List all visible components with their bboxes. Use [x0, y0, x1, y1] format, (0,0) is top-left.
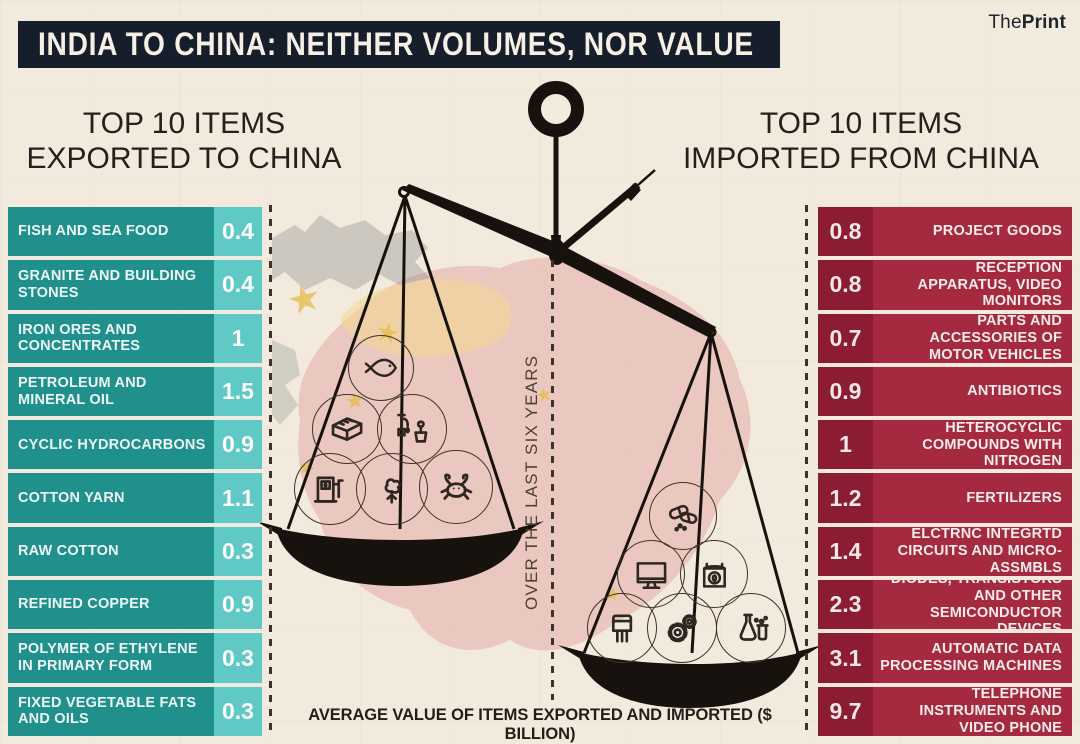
import-item-label: ELCTRNC INTEGRTD CIRCUITS AND MICRO-ASSM…: [873, 526, 1072, 577]
export-item-label: CYCLIC HYDROCARBONS: [8, 420, 214, 470]
crab-icon: [419, 450, 493, 524]
import-item-value: 0.8: [818, 207, 873, 257]
export-item-label: COTTON YARN: [8, 473, 214, 523]
import-item-label: HETEROCYCLIC COMPOUNDS WITH NITROGEN: [873, 420, 1072, 470]
export-item-value: 0.4: [214, 260, 262, 310]
import-item-label: RECEPTION APPARATUS, VIDEO MONITORS: [873, 260, 1072, 310]
page-title: INDIA TO CHINA: NEITHER VOLUMES, NOR VAL…: [38, 26, 754, 62]
import-item-label: PARTS AND ACCESSORIES OF MOTOR VEHICLES: [873, 313, 1072, 363]
import-item-value: 1.2: [818, 473, 873, 523]
fish-icon: [348, 335, 414, 401]
table-row: 0.9 ANTIBIOTICS: [818, 366, 1072, 417]
export-item-value: 0.3: [214, 686, 262, 736]
table-row: 1 HETEROCYCLIC COMPOUNDS WITH NITROGEN: [818, 420, 1072, 470]
imports-list: 0.8 PROJECT GOODS 0.8 RECEPTION APPARATUS,…: [818, 207, 1072, 736]
export-item-value: 0.3: [214, 633, 262, 683]
export-item-label: FIXED VEGETABLE FATS AND OILS: [8, 686, 214, 736]
export-item-value: 1.5: [214, 366, 262, 417]
exports-header-line1: TOP 10 ITEMS: [82, 107, 286, 140]
exports-header: TOP 10 ITEMS EXPORTED TO CHINA: [16, 106, 352, 176]
imports-header: TOP 10 ITEMS IMPORTED FROM CHINA: [646, 106, 1076, 176]
export-item-value: 0.9: [214, 580, 262, 630]
svg-text:★: ★: [282, 273, 326, 324]
table-row: FIXED VEGETABLE FATS AND OILS 0.3: [8, 686, 262, 736]
import-item-value: 0.7: [818, 313, 873, 363]
infographic-title-bar: INDIA TO CHINA: NEITHER VOLUMES, NOR VAL…: [18, 21, 780, 68]
export-item-label: PETROLEUM AND MINERAL OIL: [8, 366, 214, 417]
table-row: 1.2 FERTILIZERS: [818, 473, 1072, 523]
theprint-logo: ThePrint: [988, 12, 1066, 34]
export-item-label: FISH AND SEA FOOD: [8, 207, 214, 257]
table-row: 9.7 TELEPHONE INSTRUMENTS AND VIDEO PHONE: [818, 686, 1072, 736]
scale-beam: [402, 184, 716, 338]
table-row: POLYMER OF ETHYLENE IN PRIMARY FORM 0.3: [8, 633, 262, 683]
export-item-label: IRON ORES AND CONCENTRATES: [8, 313, 214, 363]
export-item-value: 0.4: [214, 207, 262, 257]
table-row: 1.4 ELCTRNC INTEGRTD CIRCUITS AND MICRO-A…: [818, 526, 1072, 577]
import-item-value: 1: [818, 420, 873, 470]
table-row: 0.7 PARTS AND ACCESSORIES OF MOTOR VEHICL…: [818, 313, 1072, 363]
gears-icon: [647, 593, 717, 663]
export-item-label: REFINED COPPER: [8, 580, 214, 630]
import-item-value: 2.3: [818, 580, 873, 630]
table-row: 2.3DIODES, TRANSISTORS AND OTHER SEMICON…: [818, 580, 1072, 630]
right-dashed-divider: [805, 205, 808, 737]
exports-header-line2: EXPORTED TO CHINA: [26, 142, 342, 175]
export-pan: [276, 528, 524, 586]
import-item-value: 3.1: [818, 633, 873, 683]
import-item-label: TELEPHONE INSTRUMENTS AND VIDEO PHONE: [873, 686, 1072, 736]
import-item-value: 1.4: [818, 526, 873, 577]
table-row: FISH AND SEA FOOD 0.4: [8, 207, 262, 257]
imports-header-line2: IMPORTED FROM CHINA: [682, 142, 1040, 175]
left-dashed-divider: [269, 205, 272, 737]
table-row: 3.1 AUTOMATIC DATA PROCESSING MACHINES: [818, 633, 1072, 683]
import-item-label: DIODES, TRANSISTORS AND OTHER SEMICONDUC…: [873, 580, 1072, 630]
table-row: IRON ORES AND CONCENTRATES 1: [8, 313, 262, 363]
export-item-label: POLYMER OF ETHYLENE IN PRIMARY FORM: [8, 633, 214, 683]
imports-header-line1: TOP 10 ITEMS: [759, 107, 963, 140]
exports-list: FISH AND SEA FOOD 0.4 GRANITE AND BUILDIN…: [8, 207, 262, 736]
chart-caption: AVERAGE VALUE OF ITEMS EXPORTED AND IMPO…: [308, 706, 772, 743]
import-item-value: 0.9: [818, 366, 873, 417]
import-item-label: ANTIBIOTICS: [873, 366, 1072, 417]
scale-pointer: [554, 182, 641, 256]
export-item-value: 1.1: [214, 473, 262, 523]
timeframe-note: OVER THE LAST SIX YEARS: [522, 354, 541, 610]
export-item-value: 0.3: [214, 526, 262, 577]
import-item-value: 9.7: [818, 686, 873, 736]
fertilizer-sack-icon: [680, 540, 748, 608]
table-row: PETROLEUM AND MINERAL OIL 1.5: [8, 366, 262, 417]
logo-print: Print: [1021, 12, 1066, 33]
import-item-label: AUTOMATIC DATA PROCESSING MACHINES: [873, 633, 1072, 683]
table-row: 0.8 PROJECT GOODS: [818, 207, 1072, 257]
export-item-label: GRANITE AND BUILDING STONES: [8, 260, 214, 310]
import-item-label: PROJECT GOODS: [873, 207, 1072, 257]
export-item-value: 1: [214, 313, 262, 363]
center-dashed-divider: [551, 260, 554, 700]
capsules-icon: [649, 482, 717, 550]
table-row: 0.8 RECEPTION APPARATUS, VIDEO MONITORS: [818, 260, 1072, 310]
cotton-plant-icon: [356, 453, 428, 525]
table-row: COTTON YARN 1.1: [8, 473, 262, 523]
scale-hanging-ring: [528, 81, 584, 137]
chemical-flasks-icon: [716, 593, 786, 663]
logo-the: The: [988, 12, 1022, 33]
table-row: CYCLIC HYDROCARBONS 0.9: [8, 420, 262, 470]
table-row: GRANITE AND BUILDING STONES 0.4: [8, 260, 262, 310]
table-row: RAW COTTON 0.3: [8, 526, 262, 577]
export-item-value: 0.9: [214, 420, 262, 470]
table-row: REFINED COPPER 0.9: [8, 580, 262, 630]
import-item-value: 0.8: [818, 260, 873, 310]
export-item-label: RAW COTTON: [8, 526, 214, 577]
import-item-label: FERTILIZERS: [873, 473, 1072, 523]
